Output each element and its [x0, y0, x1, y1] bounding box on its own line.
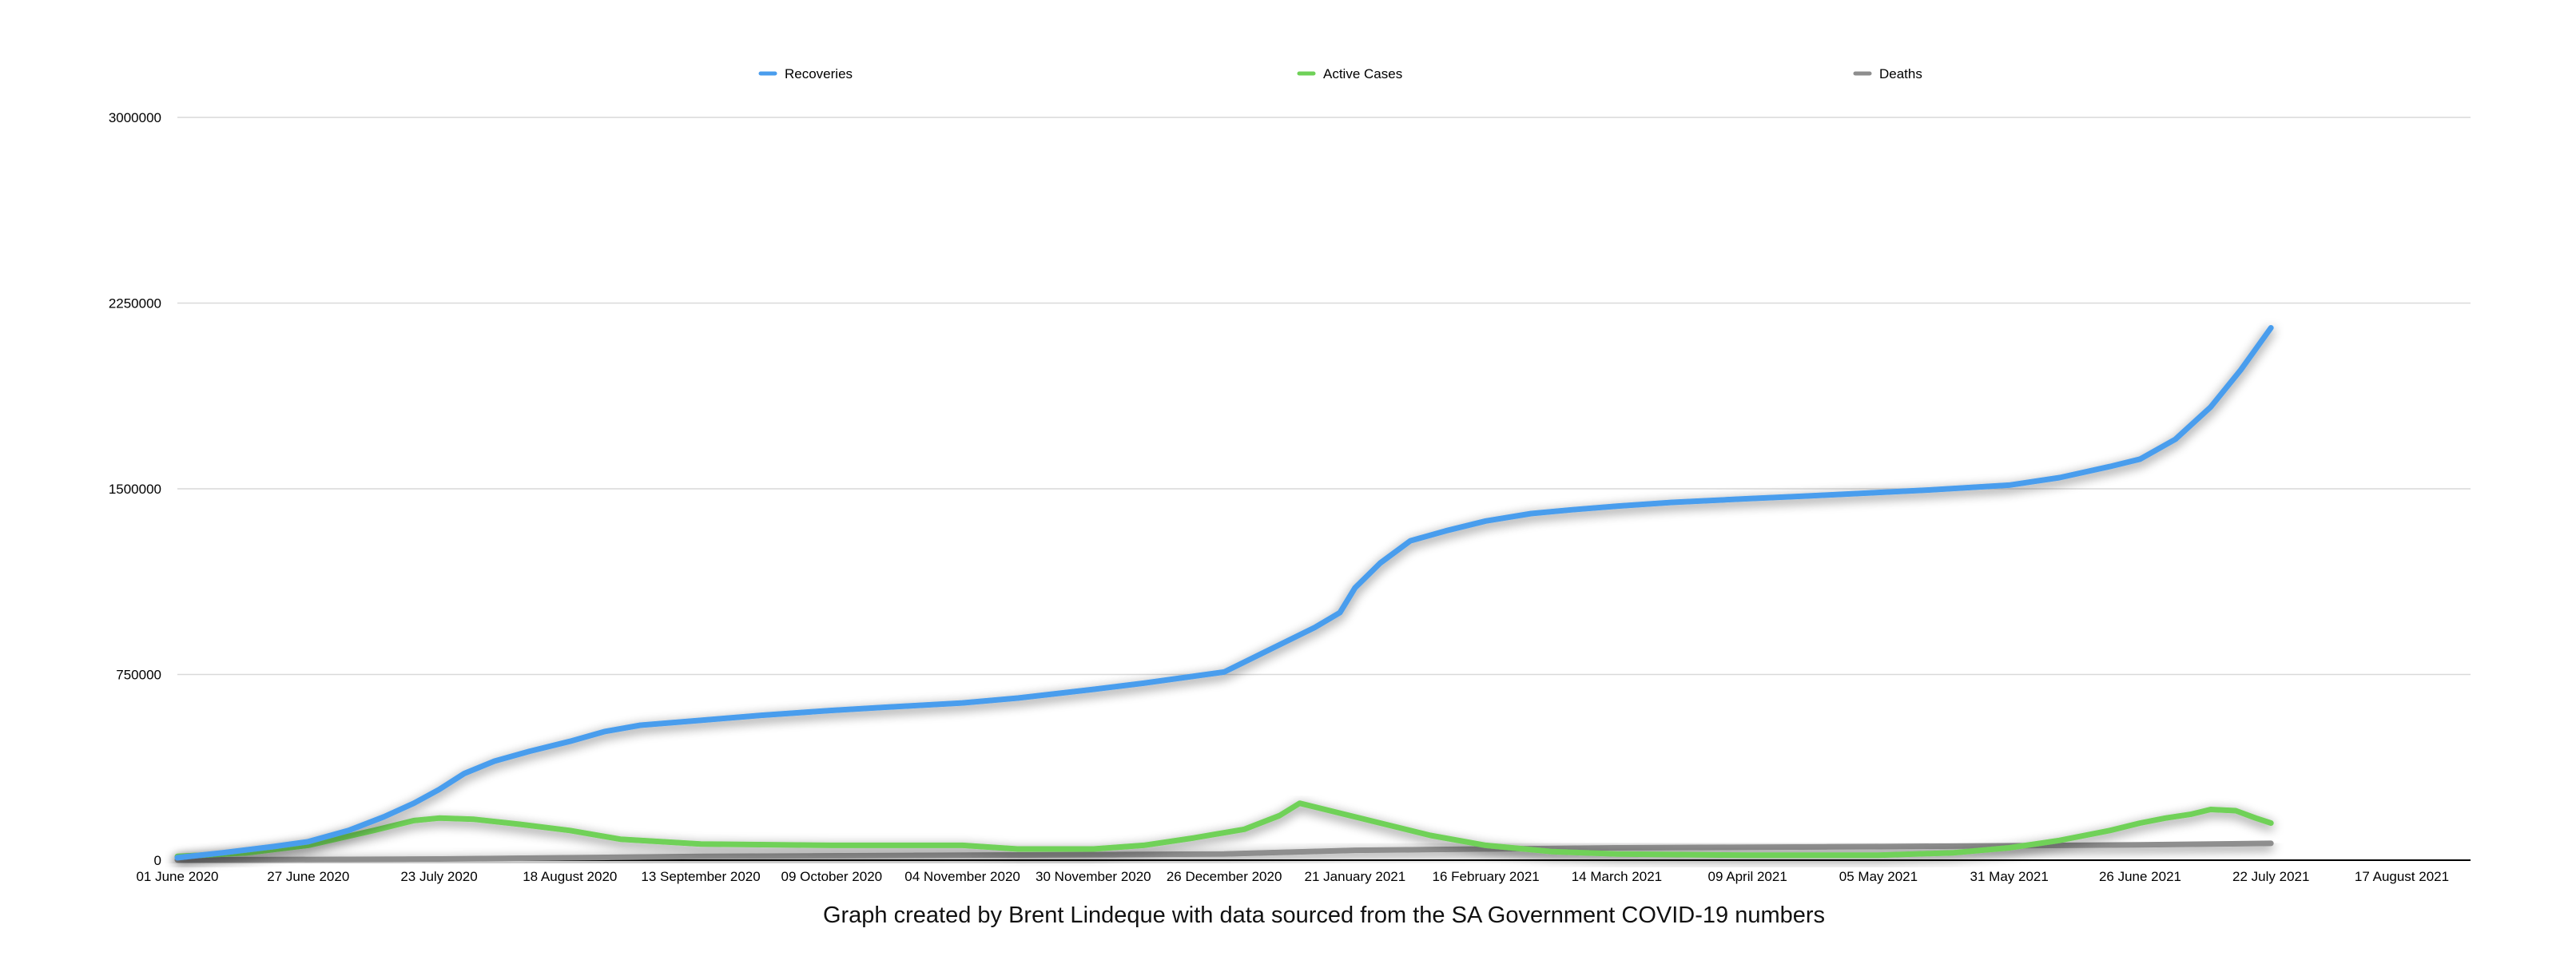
x-tick-label: 30 November 2020: [1036, 869, 1151, 884]
y-tick-label: 3000000: [109, 110, 161, 125]
x-tick-label: 22 July 2021: [2232, 869, 2309, 884]
x-tick-label: 14 March 2021: [1572, 869, 1662, 884]
x-tick-label: 23 July 2020: [400, 869, 477, 884]
x-tick-label: 09 October 2020: [781, 869, 882, 884]
x-axis-tick-labels: 01 June 2020 27 June 2020 23 July 2020 18 A…: [136, 869, 2449, 884]
x-tick-label: 31 May 2021: [1970, 869, 2049, 884]
y-tick-label: 2250000: [109, 296, 161, 311]
x-tick-label: 26 June 2021: [2099, 869, 2181, 884]
y-tick-label: 1500000: [109, 482, 161, 497]
x-tick-label: 04 November 2020: [904, 869, 1020, 884]
series-line-active-cases: [174, 800, 2274, 859]
x-tick-label: 13 September 2020: [641, 869, 760, 884]
x-tick-label: 17 August 2021: [2355, 869, 2449, 884]
x-tick-label: 18 August 2020: [523, 869, 617, 884]
x-tick-label: 09 April 2021: [1708, 869, 1787, 884]
legend-label-deaths: Deaths: [1879, 66, 1922, 81]
x-tick-label: 16 February 2021: [1433, 869, 1540, 884]
gridlines: [177, 117, 2471, 676]
x-tick-label: 27 June 2020: [267, 869, 349, 884]
x-tick-label: 05 May 2021: [1839, 869, 1918, 884]
x-tick-label: 21 January 2021: [1305, 869, 1406, 884]
series-lines: [174, 325, 2274, 863]
y-tick-label: 750000: [116, 668, 161, 683]
chart-caption: Graph created by Brent Lindeque with dat…: [823, 903, 1825, 928]
series-line-recoveries: [174, 325, 2274, 861]
x-tick-label: 01 June 2020: [136, 869, 218, 884]
x-tick-label: 26 December 2020: [1167, 869, 1282, 884]
legend-label-recoveries: Recoveries: [785, 66, 853, 81]
y-tick-label: 0: [154, 853, 161, 868]
y-axis-tick-labels: 0 750000 1500000 2250000 3000000: [109, 110, 161, 868]
legend: Recoveries Active Cases Deaths: [758, 66, 1922, 81]
legend-label-active-cases: Active Cases: [1323, 66, 1402, 81]
